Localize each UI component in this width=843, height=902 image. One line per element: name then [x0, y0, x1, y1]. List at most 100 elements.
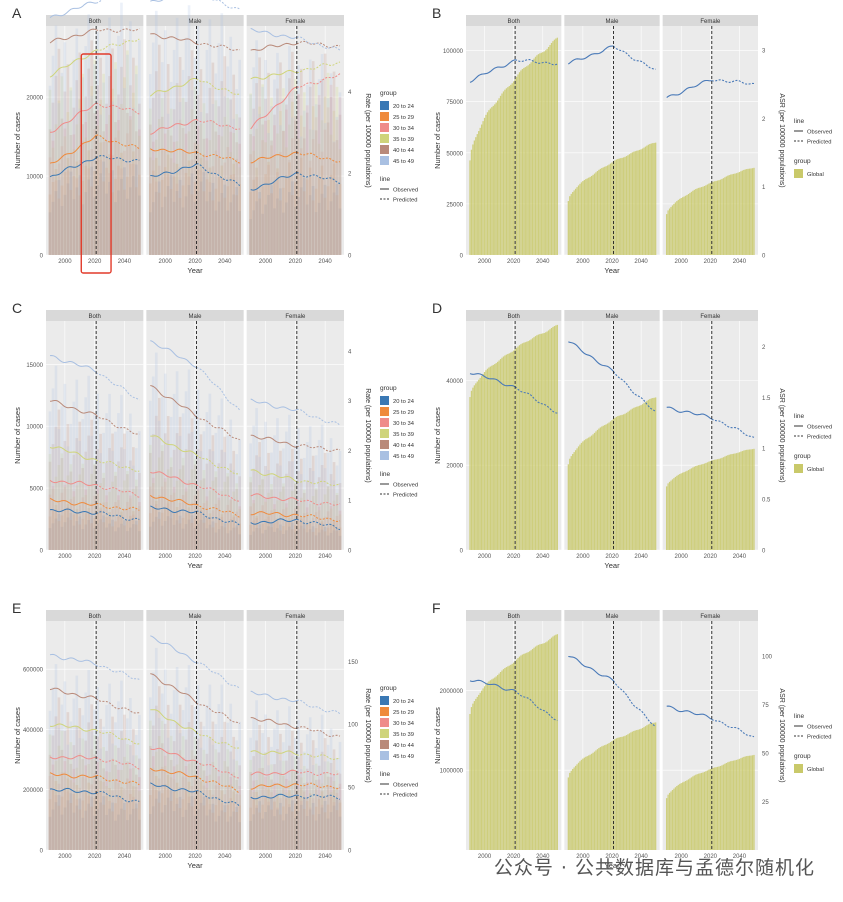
bar	[488, 110, 490, 255]
bar	[96, 762, 99, 850]
bar	[633, 730, 635, 850]
bar	[299, 458, 303, 550]
bar	[202, 770, 206, 850]
bar	[570, 770, 572, 850]
bar	[655, 397, 657, 550]
bar	[193, 755, 197, 850]
bar	[698, 773, 700, 850]
bar	[172, 176, 176, 255]
predicted-line	[196, 119, 240, 130]
bar	[273, 801, 276, 850]
bar	[69, 742, 73, 850]
bar	[255, 518, 258, 550]
bar	[90, 515, 94, 550]
bar	[338, 514, 342, 550]
facet-strip	[246, 610, 344, 621]
bar	[514, 349, 516, 550]
bar	[249, 534, 252, 550]
bar	[172, 486, 176, 550]
bar	[235, 114, 239, 255]
bar	[751, 755, 754, 850]
bar	[636, 406, 638, 550]
bar	[335, 116, 339, 255]
bar	[223, 742, 227, 850]
bar	[138, 714, 141, 850]
bar	[744, 756, 746, 850]
bar	[273, 796, 276, 850]
bar	[666, 798, 668, 850]
y2-tick-label: 150	[348, 660, 359, 666]
bar	[172, 393, 176, 550]
bar	[163, 478, 167, 550]
bar	[542, 52, 544, 255]
bar	[129, 793, 132, 850]
bar	[99, 780, 102, 850]
bar	[48, 454, 52, 550]
bar	[202, 470, 206, 550]
bar	[332, 802, 336, 850]
bar	[217, 518, 221, 550]
bar	[154, 500, 158, 550]
bar	[149, 486, 152, 550]
facet-strip	[46, 15, 144, 26]
bar	[181, 736, 185, 850]
bar	[69, 780, 73, 850]
bar	[682, 472, 684, 550]
bar	[314, 117, 318, 256]
bar	[120, 447, 123, 550]
bar	[163, 805, 167, 850]
bar	[199, 111, 203, 255]
bar	[181, 465, 185, 550]
bar	[288, 78, 291, 255]
observed-line	[666, 705, 713, 720]
bar	[96, 789, 99, 850]
bar	[196, 488, 200, 550]
bar	[320, 424, 324, 550]
bar	[87, 782, 91, 850]
bar	[332, 520, 336, 550]
bar	[217, 815, 221, 850]
bar	[311, 517, 315, 550]
bar	[706, 184, 709, 255]
bar	[78, 708, 82, 850]
bar	[279, 200, 282, 255]
bar	[683, 196, 685, 255]
bar	[99, 99, 102, 255]
bar	[748, 168, 751, 255]
bar	[205, 787, 209, 850]
bar	[249, 443, 252, 550]
bar	[184, 512, 188, 550]
bar	[621, 414, 623, 550]
bar	[196, 809, 200, 850]
bar	[282, 806, 285, 850]
bar	[217, 463, 221, 550]
bar	[149, 157, 152, 255]
bar	[193, 527, 197, 550]
bar	[305, 797, 309, 850]
bar	[588, 177, 590, 255]
bar	[258, 812, 261, 850]
bar	[527, 65, 529, 255]
bar	[515, 347, 518, 550]
x-tick-label: 2000	[576, 554, 590, 560]
bar	[157, 93, 161, 255]
legend-swatch	[380, 451, 389, 460]
y-tick-label: 0	[40, 849, 44, 855]
bar	[305, 816, 309, 850]
bar	[741, 170, 743, 255]
bar	[614, 739, 616, 850]
y-tick-label: 1000000	[440, 769, 464, 775]
facet-strip	[662, 310, 758, 321]
bar	[285, 792, 288, 850]
bar	[57, 521, 61, 550]
bar	[129, 780, 132, 850]
bar	[311, 61, 315, 255]
bar	[258, 484, 261, 550]
bar	[276, 463, 279, 550]
bar	[332, 805, 336, 850]
bar	[667, 210, 669, 255]
bar	[54, 780, 58, 850]
bar	[634, 730, 636, 850]
y2-tick-label: 25	[762, 800, 769, 806]
